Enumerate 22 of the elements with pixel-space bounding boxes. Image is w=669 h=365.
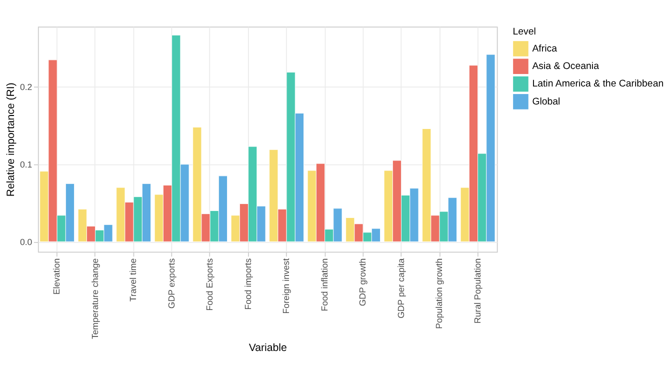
x-tick-label: Temperature change (90, 258, 100, 340)
x-tick-label: Elevation (52, 258, 62, 295)
x-axis-title: Variable (248, 342, 287, 354)
x-tick-label: Food Exports (204, 258, 215, 311)
y-tick-label: 0.0 (20, 236, 32, 247)
x-tick-label: Foreign invest (281, 258, 292, 314)
x-tick-label: Food imports (242, 258, 253, 310)
x-tick-label: Population growth (434, 258, 444, 329)
y-axis-title: Relative importance (RI) (4, 82, 17, 197)
x-tick-label: Travel time (128, 258, 138, 302)
legend-label: Global (532, 96, 560, 108)
legend-title: Level (512, 26, 536, 38)
x-tick-label: GDP growth (358, 258, 368, 306)
y-tick-label: 0.2 (20, 82, 32, 92)
y-tick-label: 0.1 (20, 159, 32, 170)
x-tick-label: GDP exports (166, 258, 176, 309)
legend-label: Latin America & the Caribbean (532, 78, 664, 90)
x-tick-label: Rural Population (472, 258, 482, 324)
legend-label: Asia & Oceania (532, 61, 600, 72)
x-tick-label: Food inflation (319, 258, 330, 312)
x-tick-label: GDP per capita (396, 258, 406, 318)
legend-label: Africa (532, 43, 558, 54)
